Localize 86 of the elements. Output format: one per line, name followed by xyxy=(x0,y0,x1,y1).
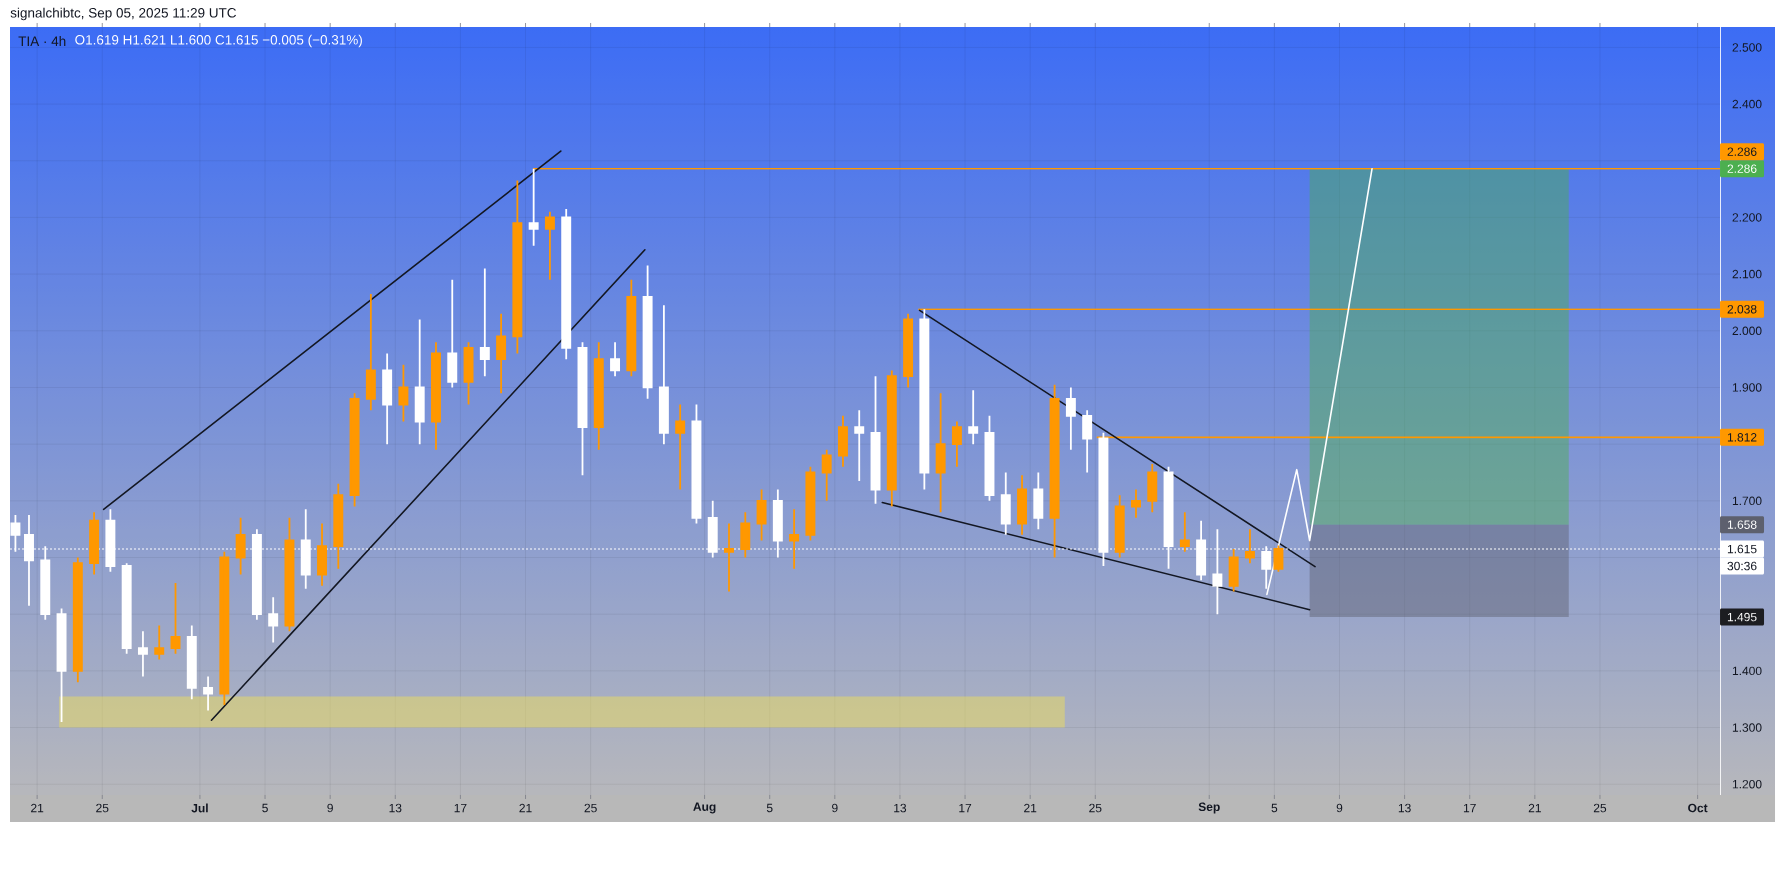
candlestick xyxy=(544,210,555,281)
x-tick-label: 17 xyxy=(959,803,972,813)
candlestick xyxy=(593,341,604,451)
candlestick xyxy=(903,312,914,389)
candlestick xyxy=(789,508,800,570)
y-tick-label: 1.900 xyxy=(1732,383,1762,392)
y-tick-label: 2.100 xyxy=(1732,269,1762,279)
candlestick xyxy=(935,392,946,514)
y-tick-label: 2.400 xyxy=(1732,99,1762,109)
annotation: 1.495 xyxy=(1727,612,1757,622)
y-tick-label: 1.300 xyxy=(1732,723,1762,732)
x-tick-label: 21 xyxy=(31,803,44,813)
y-tick-label: 2.200 xyxy=(1732,213,1762,222)
candlestick xyxy=(121,562,132,655)
x-tick-label: 5 xyxy=(262,803,268,813)
x-tick-label: 21 xyxy=(1024,803,1037,813)
candlestick xyxy=(1114,494,1125,559)
candlestick xyxy=(724,522,734,593)
candlestick xyxy=(349,392,360,508)
x-tick-label: 9 xyxy=(832,803,838,813)
candlestick xyxy=(886,369,897,508)
x-tick-label: 25 xyxy=(1089,803,1102,813)
candlestick xyxy=(805,465,816,542)
text: TIA · 4h xyxy=(18,36,66,46)
x-tick-label: 13 xyxy=(389,803,402,813)
x-tick-label: 13 xyxy=(1398,803,1411,813)
x-tick-label: 25 xyxy=(584,803,597,813)
candlestick xyxy=(154,624,165,661)
candlestick xyxy=(756,488,767,542)
candlestick xyxy=(1147,463,1158,514)
x-tick-label: Aug xyxy=(693,802,716,814)
data-label: 1.812 xyxy=(1727,433,1757,442)
candlestick xyxy=(1273,544,1284,573)
candlestick xyxy=(1049,383,1060,559)
x-tick-label: 9 xyxy=(1336,803,1343,813)
ref-line-label: 1.615 xyxy=(1727,544,1757,554)
candlestick xyxy=(72,556,83,684)
candlestick xyxy=(1244,528,1255,565)
x-tick-label: 17 xyxy=(1463,803,1476,813)
annotation: 1.658 xyxy=(1727,520,1757,529)
candlestick xyxy=(463,341,474,406)
x-tick-label: 25 xyxy=(96,803,109,813)
text: signalchibtc, Sep 05, 2025 11:29 UTC xyxy=(10,7,237,21)
candlestick xyxy=(219,550,230,706)
x-tick-label: 13 xyxy=(894,803,907,813)
annotation: 2.286 xyxy=(1727,164,1757,173)
candlestick xyxy=(431,341,441,451)
candlestick xyxy=(837,414,848,468)
candlestick xyxy=(626,278,637,378)
candlestick xyxy=(951,420,962,468)
x-tick-label: Sep xyxy=(1198,802,1220,814)
x-tick-label: Jul xyxy=(191,803,208,813)
candlestick xyxy=(398,363,409,423)
y-tick-label: 1.700 xyxy=(1732,496,1762,506)
x-tick-label: 9 xyxy=(327,803,333,813)
x-tick-label: 5 xyxy=(1271,803,1278,813)
annotation: 30:36 xyxy=(1727,561,1757,571)
candlestick xyxy=(512,179,523,355)
candlestick xyxy=(284,516,295,633)
candlestick xyxy=(333,482,344,570)
y-tick-label: 1.200 xyxy=(1732,779,1762,789)
candlestick xyxy=(740,511,751,559)
x-tick-label: 17 xyxy=(454,803,467,813)
candlestick xyxy=(317,522,327,587)
y-tick-label: 2.000 xyxy=(1732,326,1762,336)
candlestick xyxy=(1179,511,1190,553)
candlestick xyxy=(89,511,100,576)
candlestick xyxy=(235,516,246,576)
candlestick xyxy=(1131,488,1141,519)
candlestick xyxy=(1017,474,1028,536)
candlestick xyxy=(675,403,686,491)
x-tick-label: Oct xyxy=(1688,803,1708,813)
candlestick xyxy=(496,312,507,395)
x-tick-label: 21 xyxy=(1528,803,1541,813)
y-tick-label: 1.400 xyxy=(1732,666,1762,676)
x-tick-label: 25 xyxy=(1593,803,1607,813)
x-tick-label: 5 xyxy=(766,803,773,813)
data-label: 2.038 xyxy=(1727,305,1757,314)
candlestick xyxy=(1228,548,1239,593)
data-label: 2.286 xyxy=(1727,147,1757,156)
candlestick xyxy=(821,448,832,502)
candlestick xyxy=(365,293,376,412)
text: O1.619 H1.621 L1.600 C1.615 −0.005 (−0.31%) xyxy=(75,34,362,48)
y-tick-label: 2.500 xyxy=(1732,43,1762,52)
candlestick xyxy=(170,582,181,655)
x-tick-label: 21 xyxy=(519,803,532,813)
